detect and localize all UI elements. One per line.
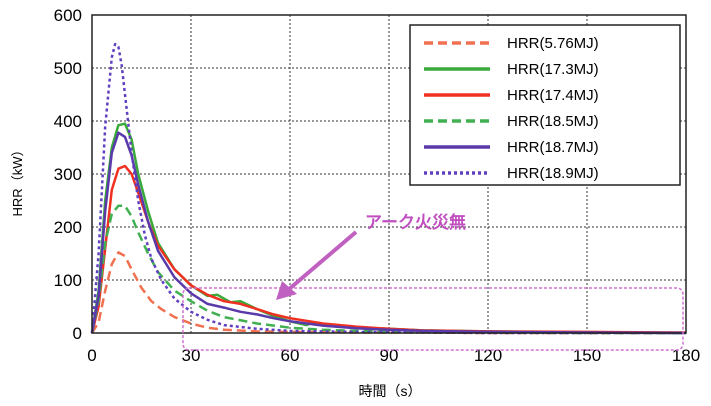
y-tick-label: 500	[54, 59, 82, 78]
legend-label: HRR(17.4MJ)	[507, 87, 599, 104]
y-tick-label: 600	[54, 6, 82, 25]
plot-frame	[91, 14, 687, 334]
annotation-arrow	[276, 230, 358, 300]
series-line-1	[90, 251, 686, 335]
x-tick-label: 30	[182, 346, 201, 365]
legend-label: HRR(18.7MJ)	[507, 139, 599, 156]
y-tick-label: 200	[54, 218, 82, 237]
x-tick-label: 120	[474, 346, 502, 365]
legend: HRR(5.76MJ) HRR(17.3MJ) HRR(17.4MJ) HRR(18.…	[409, 24, 681, 186]
y-axis-label: HRR（kW）	[10, 144, 25, 217]
annotation-text: アーク火災無	[365, 212, 466, 232]
legend-label: HRR(5.76MJ)	[507, 35, 599, 52]
legend-label: HRR(18.5MJ)	[507, 113, 599, 130]
x-tick-label: 0	[87, 346, 96, 365]
y-tick-label: 0	[73, 324, 82, 343]
x-axis-label: 時間（s）	[359, 383, 422, 399]
legend-label: HRR(17.3MJ)	[507, 61, 599, 78]
highlight-box	[182, 287, 684, 351]
x-tick-label: 180	[672, 346, 700, 365]
series-lines	[90, 42, 687, 335]
y-tick-labels: 0 100 200 300 400 500 600	[54, 6, 82, 343]
series-line-5	[90, 131, 687, 335]
legend-box	[409, 24, 681, 186]
y-tick-label: 400	[54, 112, 82, 131]
x-tick-label: 150	[573, 346, 601, 365]
x-tick-labels: 0 30 60 90 120 150 180	[87, 346, 700, 365]
y-tick-label: 300	[54, 165, 82, 184]
y-tick-label: 100	[54, 271, 82, 290]
x-tick-label: 90	[380, 346, 399, 365]
x-tick-label: 60	[281, 346, 300, 365]
legend-label: HRR(18.9MJ)	[507, 165, 599, 182]
